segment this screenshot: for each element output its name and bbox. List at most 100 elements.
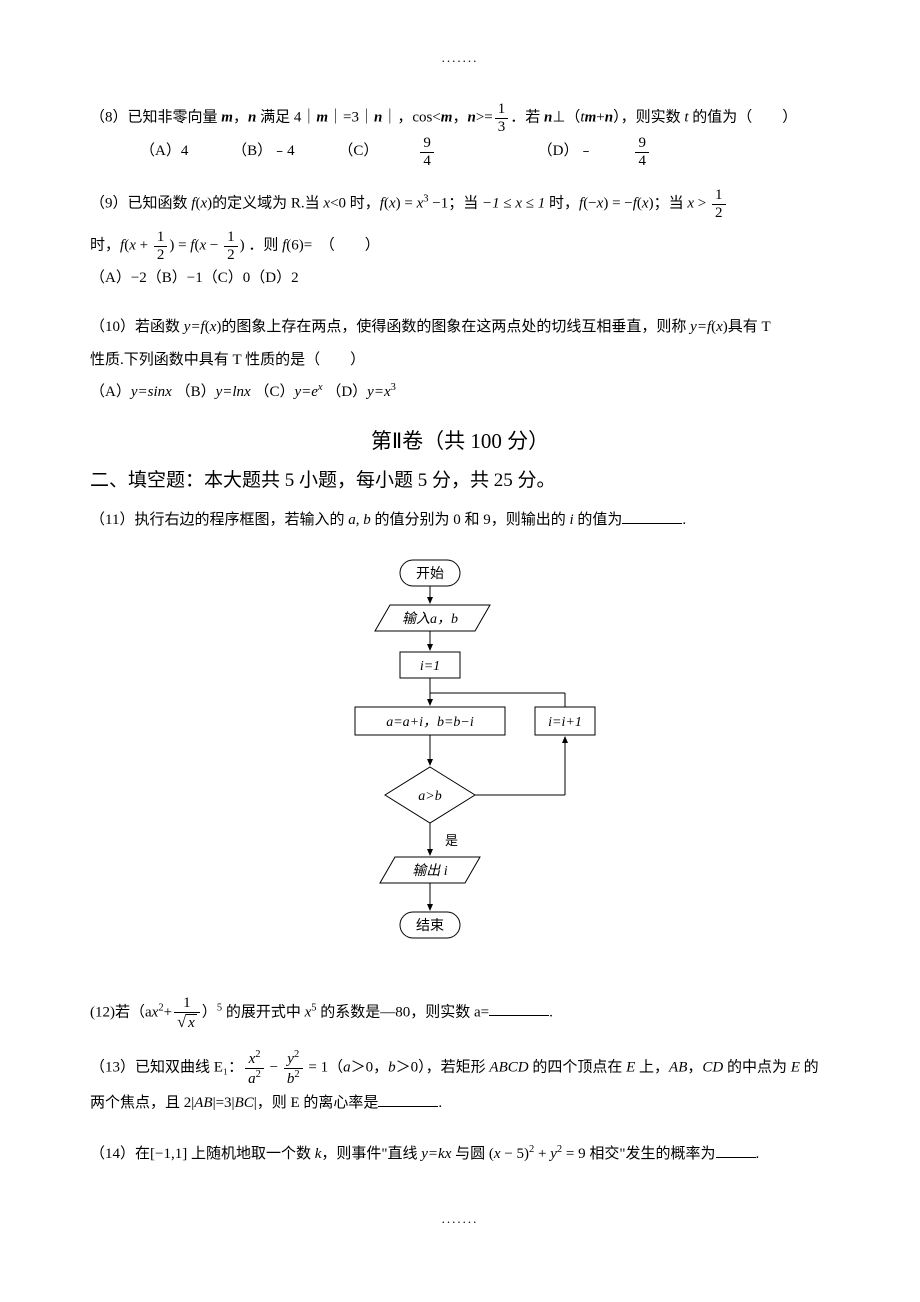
- q14-tc: 与圆: [451, 1146, 485, 1162]
- q12-blank: [489, 1001, 549, 1016]
- q13-E: E: [626, 1059, 635, 1075]
- q9-six: (6): [286, 237, 304, 253]
- question-14: （14）在[−1,1] 上随机地取一个数 k，则事件"直线 y=kx 与圆 (x…: [90, 1138, 830, 1171]
- q13-comma: ，: [687, 1059, 702, 1075]
- q9-tf: ；当: [654, 195, 684, 211]
- question-8: （8）已知非零向量 m，n 满足 4｜m｜=3｜n｜，cos<m，n>=13．若…: [90, 101, 830, 169]
- q10-x2: x: [716, 319, 723, 335]
- q14-tb: ，则事件"直线: [321, 1146, 421, 1162]
- q8-optB: （B）﹣4: [232, 135, 295, 168]
- q13-AB: AB: [669, 1059, 687, 1075]
- q13-l2b: |=3|: [213, 1095, 235, 1111]
- q8-text-i: 的值为（ ）: [689, 109, 798, 125]
- q14-period: .: [756, 1146, 760, 1162]
- q9-text: （9）已知函数 f(x)的定义域为 R.当 x<0 时，f(x) = x3 −1…: [90, 187, 830, 221]
- q9-optB: （B）−1: [147, 270, 203, 286]
- q8-text-g: ⊥（: [552, 109, 580, 125]
- q12-ta: 若（a: [115, 1004, 152, 1020]
- q8-text-e: >=: [476, 109, 493, 125]
- q8-text-b: 满足 4｜: [256, 109, 316, 125]
- q10-oDf: y=x: [367, 384, 390, 400]
- flowchart-svg: 开始 输入a，b i=1 a=a+i，b=b−i i=i+1 a>b 是 输出 …: [300, 555, 620, 975]
- q12-td: 的展开式中: [222, 1004, 305, 1020]
- q10-text: （10）若函数 y=f(x)的图象上存在两点，使得函数的图象在这两点处的切线互相…: [90, 311, 830, 344]
- question-12: (12)若（ax2+1x）5 的展开式中 x5 的系数是—80，则实数 a=.: [90, 995, 830, 1031]
- q10-tc: 具有 T: [728, 319, 771, 335]
- q13-l2c: |，则 E 的离心率是: [254, 1095, 379, 1111]
- q10-oA: （A）: [90, 384, 131, 400]
- q8-text-h: ），则实数: [613, 109, 684, 125]
- q8-m3: m: [441, 109, 453, 125]
- q8-text-f: ．若: [510, 109, 544, 125]
- q13-BC: BC: [235, 1095, 254, 1111]
- fc-decision-text: a>b: [418, 789, 441, 804]
- q14-td: 相交"发生的概率为: [586, 1146, 716, 1162]
- question-10: （10）若函数 y=f(x)的图象上存在两点，使得函数的图象在这两点处的切线互相…: [90, 311, 830, 407]
- fc-process-text: a=a+i，b=b−i: [386, 715, 474, 730]
- fc-output-text: 输出 i: [412, 863, 447, 879]
- q13-blank: [378, 1092, 438, 1107]
- q13-text: （13）已知双曲线 E₁：x2a2 − y2b2 = 1（a＞0，b＞0），若矩…: [90, 1049, 830, 1087]
- q10-line2: 性质.下列函数中具有 T 性质的是（ ）: [90, 344, 830, 377]
- q13-te: 的中点为: [723, 1059, 791, 1075]
- fc-init-text: i=1: [420, 659, 440, 674]
- q10-oCf: y=e: [294, 384, 317, 400]
- q11-t2: 的值分别为 0 和 9，则输出的: [371, 512, 570, 528]
- q11-blank: [622, 509, 682, 524]
- q8-optA: （A）4: [140, 135, 188, 168]
- q12-tc: ）: [202, 1004, 217, 1020]
- q13-tc: 的四个顶点在: [529, 1059, 627, 1075]
- fc-input-text: 输入a，b: [402, 611, 458, 627]
- q10-oC: （C）: [254, 384, 294, 400]
- q9-ta: 已知函数: [128, 195, 192, 211]
- q13-period: .: [438, 1095, 442, 1111]
- q13-frac2: y2b2: [284, 1049, 303, 1087]
- question-9: （9）已知函数 f(x)的定义域为 R.当 x<0 时，f(x) = x3 −1…: [90, 187, 830, 293]
- q13-E2: E: [791, 1059, 800, 1075]
- q9-optA: （A）−2: [90, 270, 147, 286]
- flowchart: 开始 输入a，b i=1 a=a+i，b=b−i i=i+1 a>b 是 输出 …: [90, 555, 830, 980]
- fc-yes: 是: [445, 833, 458, 848]
- q9-th: = （ ）: [304, 237, 380, 253]
- q9-f1: f: [191, 195, 195, 211]
- q8-m: m: [221, 109, 233, 125]
- q8-text-a: 已知非零向量: [128, 109, 222, 125]
- q8-options: （A）4 （B）﹣4 （C）94 （D）﹣94: [90, 135, 830, 169]
- q10-oB: （B）: [176, 384, 216, 400]
- q8-comma1: ，: [233, 109, 248, 125]
- section-2-title: 第Ⅱ卷（共 100 分）: [90, 425, 830, 455]
- q13-AB2: AB: [194, 1095, 212, 1111]
- q8-m2: m: [316, 109, 328, 125]
- q13-label: （13）: [90, 1059, 135, 1075]
- q12-tb: +: [164, 1004, 172, 1020]
- header-dots: .......: [90, 50, 830, 66]
- q10-label: （10）: [90, 319, 135, 335]
- q11-ab: a, b: [348, 512, 371, 528]
- fc-end-text: 结束: [416, 918, 444, 934]
- q14-blank: [716, 1143, 756, 1158]
- footer-dots: .......: [90, 1211, 830, 1227]
- section-2-subtitle: 二、填空题：本大题共 5 小题，每小题 5 分，共 25 分。: [90, 465, 830, 492]
- q14-label: （14）: [90, 1146, 135, 1162]
- q8-optC: （C）94: [338, 135, 514, 169]
- q14-text: （14）在[−1,1] 上随机地取一个数 k，则事件"直线 y=kx 与圆 (x…: [90, 1138, 830, 1171]
- q8-frac: 13: [495, 101, 509, 135]
- q10-options: （A）y=sinx （B）y=lnx （C）y=ex （D）y=x3: [90, 377, 830, 407]
- q9-label: （9）: [90, 195, 128, 211]
- q11-t1: 执行右边的程序框图，若输入的: [134, 512, 348, 528]
- q10-yfx: y=f: [184, 319, 205, 335]
- q13-CD: CD: [702, 1059, 723, 1075]
- q9-optD: （D）2: [250, 270, 298, 286]
- q11-t3: 的值为: [574, 512, 623, 528]
- fc-incr-text: i=i+1: [548, 715, 582, 730]
- q13-eq1: = 1: [305, 1059, 328, 1075]
- q13-l2a: 两个焦点，且 2|: [90, 1095, 194, 1111]
- q9-l2a: 时，: [90, 237, 120, 253]
- q13-gt0a: ＞0，: [351, 1059, 389, 1075]
- q10-tb: 的图象上存在两点，使得函数的图象在这两点处的切线互相垂直，则称: [221, 319, 690, 335]
- q9-te: 时，: [549, 195, 579, 211]
- q10-oD: （D）: [326, 384, 367, 400]
- q11-period: .: [682, 512, 686, 528]
- q10-yfx2: y=f: [690, 319, 711, 335]
- q9-td: ；当: [448, 195, 478, 211]
